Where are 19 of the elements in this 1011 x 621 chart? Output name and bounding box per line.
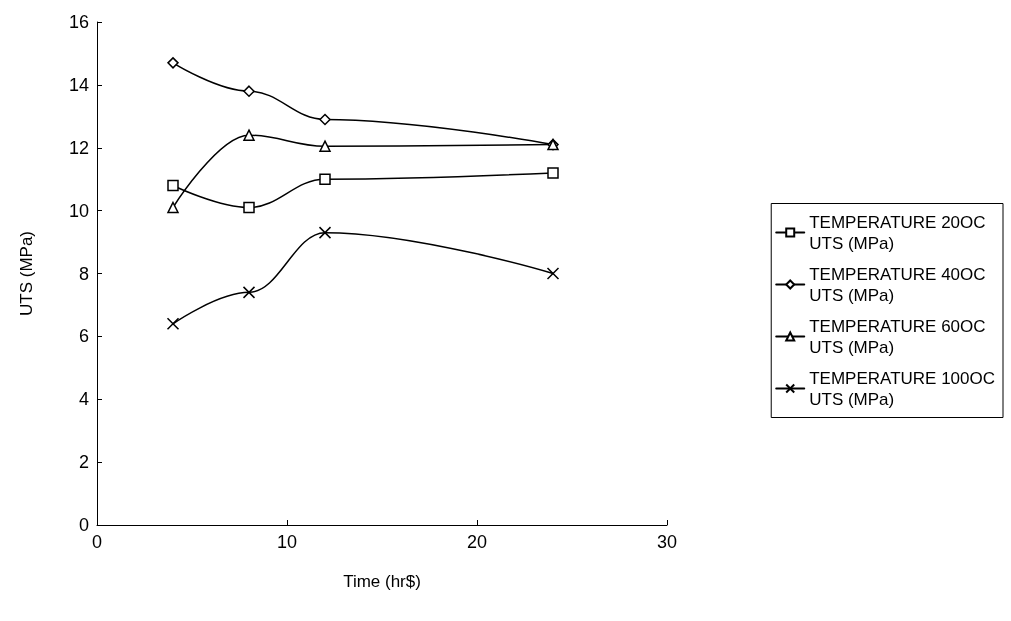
y-tick-label: 0 (78, 515, 89, 535)
legend-label: TEMPERATURE 60OC UTS (MPa) (809, 316, 986, 357)
y-tick-label: 12 (68, 137, 89, 158)
y-tick-label: 10 (68, 200, 89, 221)
legend-label: TEMPERATURE 40OC UTS (MPa) (809, 264, 986, 305)
y-tick-label: 8 (78, 263, 89, 284)
y-tick-label: 6 (78, 326, 89, 347)
y-tick-label: 16 (68, 12, 89, 32)
y-tick-label: 2 (78, 452, 89, 473)
x-tick-label: 30 (656, 532, 678, 552)
legend-label: TEMPERATURE 20OC UTS (MPa) (809, 212, 986, 253)
legend-label: TEMPERATURE 100OC UTS (MPa) (809, 368, 995, 409)
x-tick-label: 10 (276, 532, 298, 552)
x-axis-title: Time (hr$) (343, 572, 421, 591)
x-tick-label: 0 (91, 532, 103, 552)
x-tick-label: 20 (466, 532, 488, 552)
y-tick-label: 4 (78, 389, 89, 410)
y-axis-title: UTS (MPa) (17, 231, 36, 316)
y-tick-label: 14 (68, 74, 89, 95)
